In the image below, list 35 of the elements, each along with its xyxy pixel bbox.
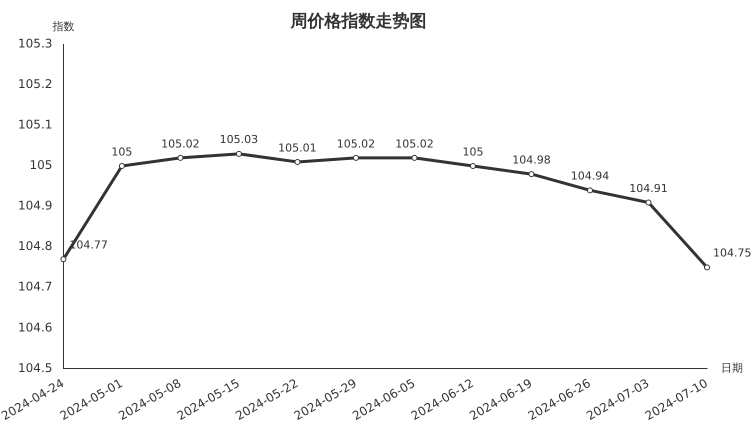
- data-label: 105.02: [395, 137, 434, 150]
- y-tick-label: 104.8: [18, 239, 52, 254]
- data-label: 105.02: [161, 137, 200, 150]
- point: [118, 163, 125, 169]
- point: [60, 256, 66, 262]
- y-tick-label: 104.6: [18, 320, 52, 334]
- point: [470, 163, 476, 169]
- point: [177, 154, 184, 161]
- chart-title: 周价格指数走势图: [290, 12, 426, 32]
- x-axis-title: 日期: [721, 362, 743, 375]
- y-tick-label: 105: [29, 158, 52, 172]
- y-tick-label: 104.5: [18, 360, 52, 375]
- point: [411, 154, 418, 161]
- data-label: 105: [111, 145, 132, 158]
- data-label: 105.03: [220, 133, 258, 146]
- data-label: 105: [462, 145, 484, 158]
- data-label: 104.98: [512, 153, 551, 166]
- data-label: 105.01: [278, 141, 317, 154]
- point: [352, 154, 359, 161]
- data-label: 104.91: [629, 182, 668, 195]
- y-tick-label: 104.7: [18, 280, 52, 294]
- y-tick-label: 105.1: [18, 118, 52, 132]
- point: [586, 187, 593, 194]
- point: [704, 264, 710, 270]
- point: [645, 199, 652, 206]
- y-axis-title: 指数: [51, 20, 74, 33]
- point: [236, 150, 242, 157]
- point: [294, 158, 300, 165]
- data-label: 105.02: [336, 137, 376, 150]
- data-label: 104.75: [713, 246, 752, 260]
- point: [528, 171, 534, 178]
- y-tick-label: 105.3: [18, 36, 52, 51]
- data-label: 104.94: [570, 170, 610, 183]
- y-tick-label: 104.9: [18, 198, 52, 213]
- y-tick-label: 105.2: [18, 77, 52, 92]
